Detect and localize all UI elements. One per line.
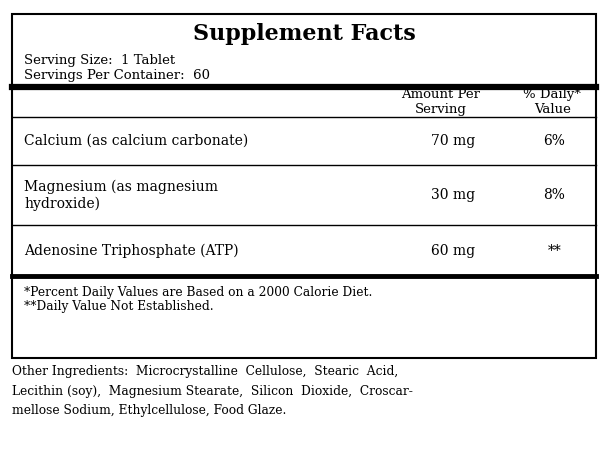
Text: Servings Per Container:  60: Servings Per Container: 60 — [24, 69, 210, 82]
Text: Amount Per
Serving: Amount Per Serving — [401, 88, 480, 116]
Text: **: ** — [548, 244, 561, 257]
Text: **Daily Value Not Established.: **Daily Value Not Established. — [24, 300, 214, 313]
Text: 60 mg: 60 mg — [431, 244, 475, 257]
FancyBboxPatch shape — [12, 14, 596, 358]
Text: Serving Size:  1 Tablet: Serving Size: 1 Tablet — [24, 54, 176, 67]
Text: 70 mg: 70 mg — [431, 134, 475, 148]
Text: Magnesium (as magnesium
hydroxide): Magnesium (as magnesium hydroxide) — [24, 179, 218, 211]
Text: Adenosine Triphosphate (ATP): Adenosine Triphosphate (ATP) — [24, 243, 239, 258]
Text: 30 mg: 30 mg — [431, 188, 475, 202]
Text: Other Ingredients:  Microcrystalline  Cellulose,  Stearic  Acid,
Lecithin (soy),: Other Ingredients: Microcrystalline Cell… — [12, 365, 413, 417]
Text: *Percent Daily Values are Based on a 2000 Calorie Diet.: *Percent Daily Values are Based on a 200… — [24, 286, 373, 299]
Text: % Daily*
Value: % Daily* Value — [523, 88, 581, 116]
Text: Calcium (as calcium carbonate): Calcium (as calcium carbonate) — [24, 134, 249, 148]
Text: 8%: 8% — [544, 188, 565, 202]
Text: 6%: 6% — [544, 134, 565, 148]
Text: Supplement Facts: Supplement Facts — [193, 23, 415, 45]
